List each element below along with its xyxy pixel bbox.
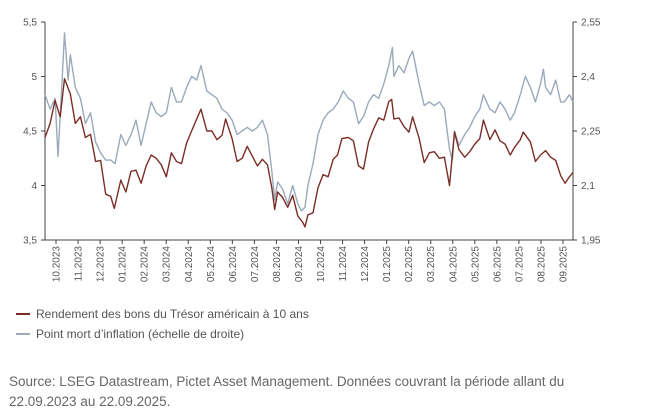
x-tick-label: 08.2025 xyxy=(536,246,547,283)
right-tick-label: 2,55 xyxy=(581,18,601,29)
series-layer xyxy=(44,32,574,228)
x-tick-label: 12.2024 xyxy=(360,246,371,283)
x-axis-ticks: 10.2023 11.2023 12.2023 01.2024 02.2024 03.20… xyxy=(52,240,570,282)
legend-item-breakeven: Point mort d’inflation (échelle de droit… xyxy=(16,327,244,341)
legend-label-breakeven: Point mort d’inflation (échelle de droit… xyxy=(36,327,245,341)
x-tick-label: 11.2024 xyxy=(338,246,349,282)
x-tick-label: 03.2024 xyxy=(162,246,173,283)
x-tick-label: 01.2025 xyxy=(382,246,393,283)
right-tick-label: 1,95 xyxy=(581,236,601,247)
left-tick-label: 4,5 xyxy=(23,127,37,138)
right-tick-label: 2,1 xyxy=(581,181,595,192)
x-tick-label: 07.2025 xyxy=(514,246,525,283)
x-tick-label: 11.2023 xyxy=(74,246,85,282)
series-line-treasury-yield xyxy=(44,77,574,228)
x-tick-label: 10.2023 xyxy=(52,246,63,283)
dual-axis-line-chart: 3,5 4 4,5 5 5,5 1,95 2,1 2,25 2,4 2,55 10.2023 11… xyxy=(23,18,601,283)
x-tick-label: 06.2025 xyxy=(492,246,503,283)
legend-swatch-breakeven xyxy=(16,333,30,335)
x-tick-label: 08.2024 xyxy=(272,246,283,283)
x-tick-label: 02.2025 xyxy=(404,246,415,283)
x-tick-label: 09.2024 xyxy=(294,246,305,283)
left-tick-label: 3,5 xyxy=(23,236,37,247)
left-tick-label: 4 xyxy=(31,181,37,192)
x-tick-label: 03.2025 xyxy=(426,246,437,283)
x-tick-label: 10.2024 xyxy=(316,246,327,283)
x-tick-label: 06.2024 xyxy=(228,246,239,283)
x-tick-label: 05.2025 xyxy=(470,246,481,283)
legend-item-yield: Rendement des bons du Trésor américain à… xyxy=(16,307,309,321)
right-tick-label: 2,25 xyxy=(581,127,601,138)
right-tick-label: 2,4 xyxy=(581,72,595,83)
series-line-breakeven-inflation xyxy=(44,32,574,212)
legend-label-yield: Rendement des bons du Trésor américain à… xyxy=(36,307,309,321)
left-tick-label: 5 xyxy=(31,72,37,83)
x-tick-label: 12.2023 xyxy=(96,246,107,283)
x-tick-label: 02.2024 xyxy=(140,246,151,283)
right-axis-ticks: 1,95 2,1 2,25 2,4 2,55 xyxy=(573,18,601,247)
x-tick-label: 04.2025 xyxy=(448,246,459,283)
x-tick-label: 04.2024 xyxy=(184,246,195,283)
x-tick-label: 09.2025 xyxy=(559,246,570,283)
source-note: Source: LSEG Datastream, Pictet Asset Ma… xyxy=(9,374,565,409)
legend-swatch-yield xyxy=(16,313,30,315)
x-tick-label: 05.2024 xyxy=(206,246,217,283)
x-tick-label: 07.2024 xyxy=(250,246,261,283)
left-tick-label: 5,5 xyxy=(23,18,37,29)
left-axis-ticks: 3,5 4 4,5 5 5,5 xyxy=(23,18,45,247)
x-tick-label: 01.2024 xyxy=(118,246,129,283)
